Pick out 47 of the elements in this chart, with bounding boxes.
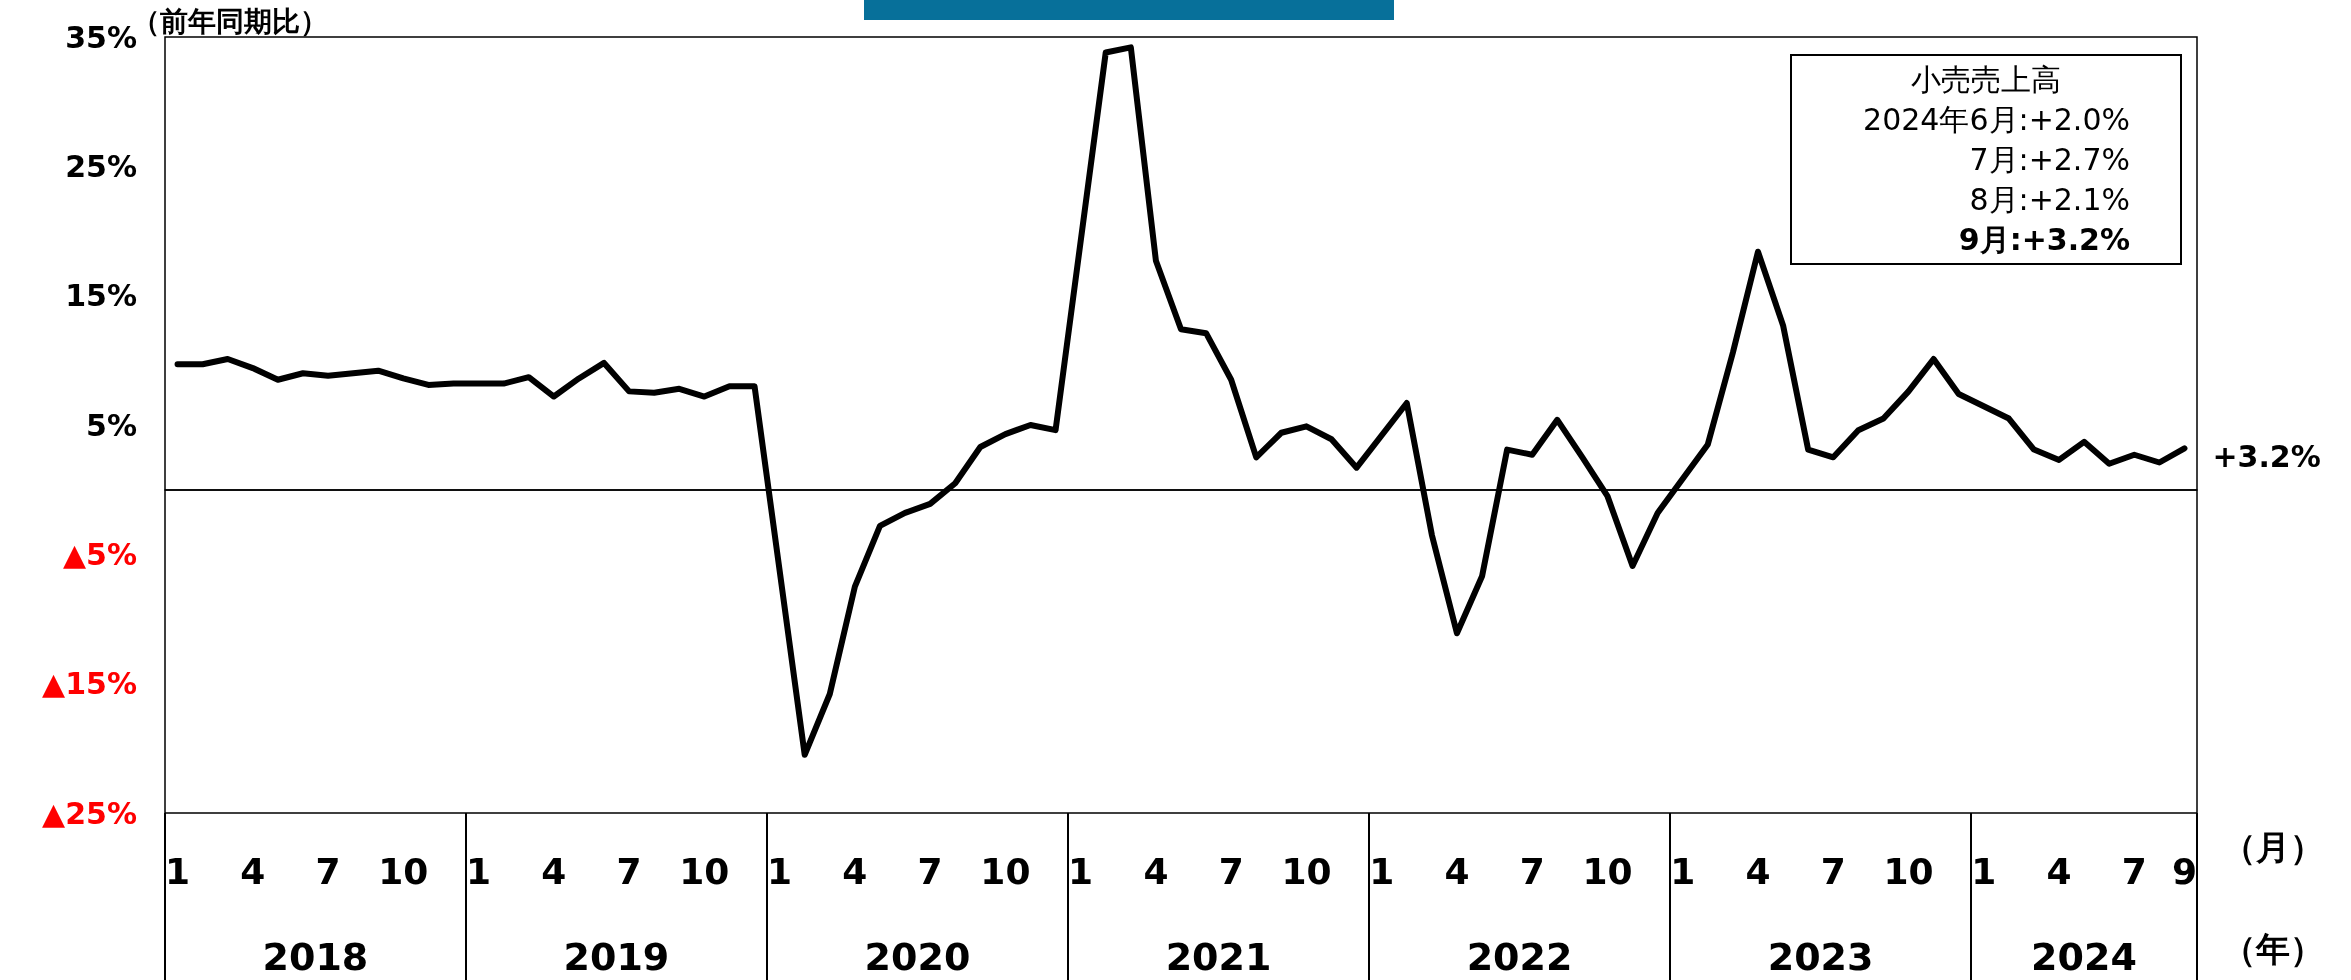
x-tick-label: 4 xyxy=(240,850,266,892)
x-tick-label: 1 xyxy=(767,850,793,892)
text: 2018 xyxy=(262,935,369,979)
text: 2023 xyxy=(1767,935,1874,979)
text: 2019 xyxy=(563,935,670,979)
x-tick-label: 10 xyxy=(980,850,1031,892)
x-tick-label: 7 xyxy=(2121,850,2147,892)
text: 2024 xyxy=(2031,935,2137,979)
x-tick-label: 1 xyxy=(1369,850,1395,892)
x-tick-label: 4 xyxy=(1444,850,1470,892)
y-tick-label: 35% xyxy=(65,19,137,55)
x-tick-label: 7 xyxy=(917,850,943,892)
x-tick-label: 1 xyxy=(1971,850,1997,892)
y-tick-label: ▲25% xyxy=(42,795,137,831)
y-tick-label: 25% xyxy=(65,148,137,184)
x-tick-label: 10 xyxy=(679,850,730,892)
x-tick-label: 10 xyxy=(1883,850,1934,892)
y-tick-label: 5% xyxy=(86,407,137,443)
y-tick-label: 15% xyxy=(65,278,137,314)
x-tick-label: 4 xyxy=(541,850,567,892)
text: （年） xyxy=(2222,928,2324,971)
x-tick-label: 7 xyxy=(315,850,341,892)
x-tick-label: 10 xyxy=(378,850,429,892)
y-tick-label: ▲15% xyxy=(42,666,137,702)
x-tick-label: 7 xyxy=(1519,850,1545,892)
x-tick-label: 4 xyxy=(1143,850,1169,892)
x-tick-label: 4 xyxy=(1745,850,1771,892)
x-tick-label: 4 xyxy=(2046,850,2072,892)
x-tick-label: 10 xyxy=(1281,850,1332,892)
text: 2022 xyxy=(1466,935,1573,979)
annotation: 小売売上高 2024年6月:+2.0% 7月:+2.7% 8月:+2.1% 9月:+3.2% xyxy=(1862,61,2131,259)
x-tick-label: 7 xyxy=(1820,850,1846,892)
annotation: +3.2% xyxy=(2212,438,2321,474)
text: 2021 xyxy=(1165,935,1272,979)
x-tick-label: 1 xyxy=(1670,850,1696,892)
x-tick-label: 9 xyxy=(2171,850,2197,892)
x-tick-label: 4 xyxy=(842,850,868,892)
x-tick-label: 7 xyxy=(1218,850,1244,892)
y-tick-label: ▲5% xyxy=(62,536,137,572)
x-tick-label: 10 xyxy=(1582,850,1633,892)
x-tick-label: 7 xyxy=(616,850,642,892)
x-tick-label: 1 xyxy=(1068,850,1094,892)
x-tick-label: 1 xyxy=(165,850,191,892)
x-axis-title: （月） xyxy=(2222,826,2324,869)
text: 2020 xyxy=(864,935,971,979)
x-tick-label: 1 xyxy=(466,850,492,892)
text-box: 小売売上高 2024年6月:+2.0% 7月:+2.7% 8月:+2.1% 9月:+3.2% xyxy=(1790,54,2182,265)
